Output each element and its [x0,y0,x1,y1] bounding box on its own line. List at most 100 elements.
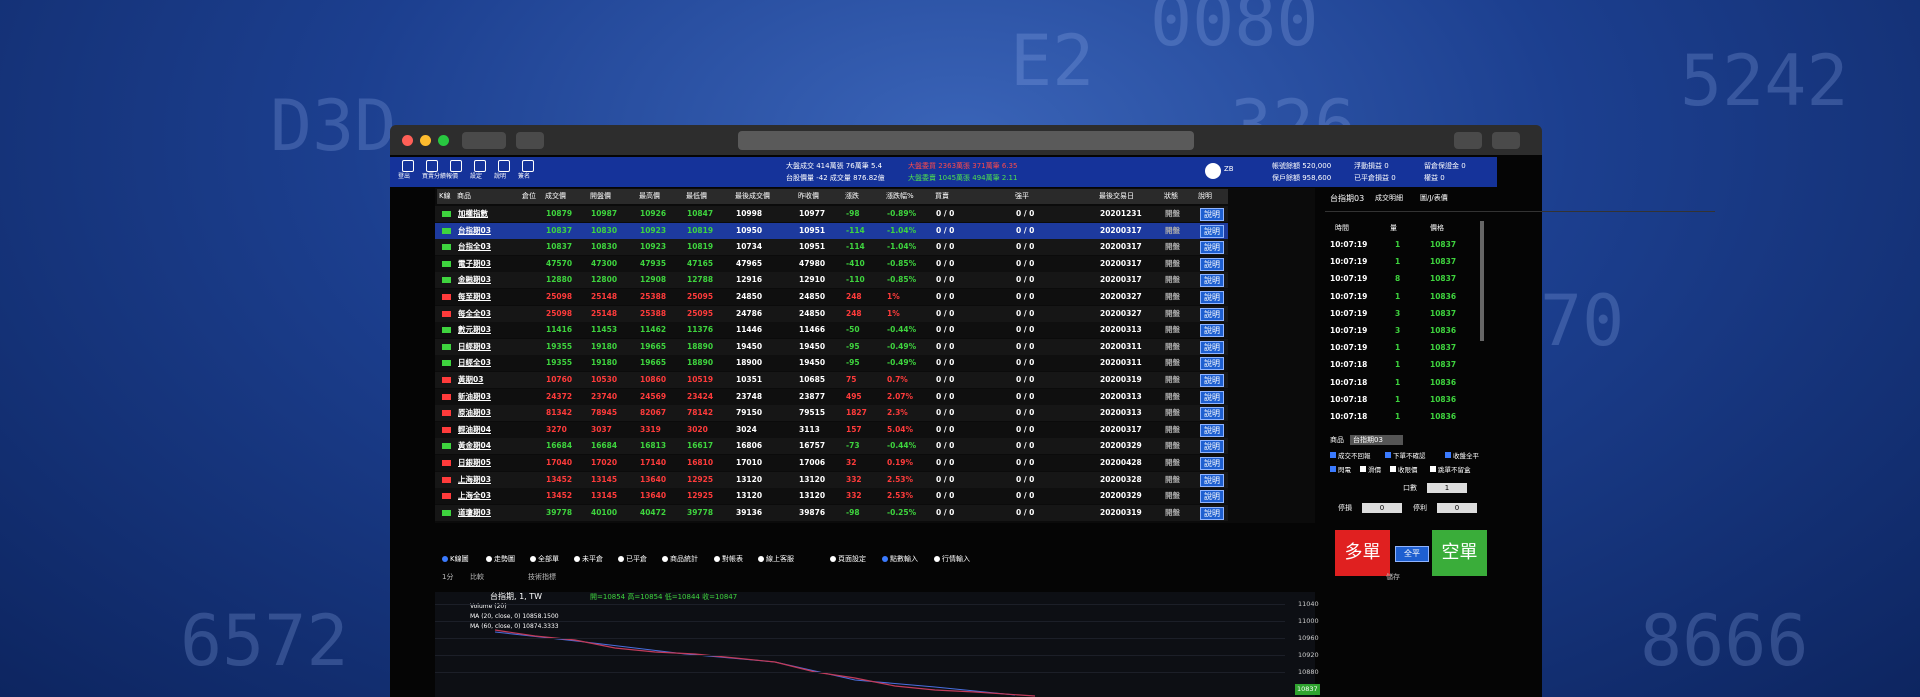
table-row[interactable] [435,355,1228,372]
info-button[interactable]: 說明 [1200,208,1224,221]
info-button[interactable]: 說明 [1200,224,1224,238]
checkbox[interactable] [1430,466,1436,472]
tab-radio[interactable] [530,556,536,562]
tab[interactable]: 點數輸入 [890,555,918,563]
tab[interactable]: 線上客服 [766,555,794,563]
zoom-button[interactable] [438,135,449,146]
tab[interactable]: 全部單 [538,555,559,563]
share-button[interactable] [1454,132,1482,149]
tab-radio[interactable] [442,556,448,562]
table-row[interactable] [435,222,1228,239]
checkbox[interactable] [1385,452,1391,458]
tab-radio[interactable] [830,556,836,562]
nav-buttons[interactable] [462,132,506,149]
info-button[interactable]: 說明 [1200,324,1224,338]
checkbox[interactable] [1360,466,1366,472]
table-row[interactable] [435,272,1228,289]
table-row[interactable] [435,255,1228,272]
info-button[interactable]: 說明 [1200,257,1224,271]
table-row[interactable] [435,421,1228,438]
tab-radio[interactable] [574,556,580,562]
address-bar[interactable] [738,131,1194,150]
table-row[interactable] [435,206,1228,222]
info-button[interactable]: 說明 [1200,291,1224,304]
table-row[interactable] [435,455,1228,471]
chart-tool[interactable]: 比較 [470,573,484,581]
table-row[interactable] [435,305,1228,322]
info-button[interactable]: 說明 [1200,274,1224,288]
table-row[interactable] [435,289,1228,305]
tab[interactable]: K線圖 [450,555,469,563]
toolbar-button[interactable]: 簽名 [518,173,531,180]
tab[interactable]: 未平倉 [582,555,603,563]
info-button[interactable]: 說明 [1200,423,1224,437]
toolbar-button[interactable]: 買賣分績 [422,173,447,180]
toolbar-icon[interactable] [498,160,510,172]
minimize-button[interactable] [420,135,431,146]
info-button[interactable]: 說明 [1200,307,1224,321]
tab[interactable]: 走勢圖 [494,555,515,563]
ticks-tab[interactable]: 成交明細 [1375,194,1403,202]
table-row[interactable] [435,504,1228,521]
checkbox[interactable] [1330,466,1336,472]
toolbar-button[interactable]: 設定 [470,173,483,180]
info-button[interactable]: 說明 [1200,473,1224,487]
info-button[interactable]: 說明 [1200,407,1224,421]
info-button[interactable]: 說明 [1200,506,1224,520]
tab[interactable]: 對帳表 [722,555,743,563]
toolbar-icon[interactable] [474,160,486,172]
tab[interactable]: 行情輸入 [942,555,970,563]
table-row[interactable] [435,322,1228,339]
table-row[interactable] [435,338,1228,355]
tab-radio[interactable] [662,556,668,562]
sidebar-button[interactable] [516,132,544,149]
toolbar-icon[interactable] [402,160,414,172]
checkbox[interactable] [1390,466,1396,472]
table-row[interactable] [435,405,1228,422]
tab-radio[interactable] [714,556,720,562]
toolbar-icon[interactable] [426,160,438,172]
user-avatar[interactable] [1205,163,1221,179]
info-button[interactable]: 說明 [1200,374,1224,387]
info-button[interactable]: 說明 [1200,390,1224,404]
table-row[interactable] [435,471,1228,488]
ticks-tab[interactable]: 圖/J/表價 [1420,194,1448,202]
table-row[interactable] [435,438,1228,455]
tabs-button[interactable] [1492,132,1520,149]
field-input[interactable]: 0 [1362,503,1402,513]
field-input[interactable]: 0 [1437,503,1477,513]
buy-button[interactable]: 多單 [1335,530,1390,576]
table-row[interactable] [435,372,1228,388]
toolbar-icon[interactable] [450,160,462,172]
flat-button[interactable]: 全平 [1395,546,1429,562]
tab[interactable]: 頁面設定 [838,555,866,563]
chart-tool[interactable]: 儲存 [1386,573,1400,581]
close-button[interactable] [402,135,413,146]
table-row[interactable] [435,239,1228,256]
table-row[interactable] [435,388,1228,405]
toolbar-button[interactable]: 報價 [446,173,459,180]
tab-radio[interactable] [618,556,624,562]
info-button[interactable]: 說明 [1200,440,1224,454]
checkbox[interactable] [1330,452,1336,458]
info-button[interactable]: 說明 [1200,490,1224,504]
chart-tool[interactable]: 1分 [442,573,454,581]
toolbar-button[interactable]: 說明 [494,173,507,180]
table-row[interactable] [435,488,1228,505]
checkbox[interactable] [1445,452,1451,458]
tab-radio[interactable] [486,556,492,562]
field-input[interactable]: 1 [1427,483,1467,493]
toolbar-icon[interactable] [522,160,534,172]
tab-radio[interactable] [934,556,940,562]
info-button[interactable]: 說明 [1200,340,1224,354]
info-button[interactable]: 說明 [1200,357,1224,371]
chart-tool[interactable]: 技術指標 [528,573,556,581]
sell-button[interactable]: 空單 [1432,530,1487,576]
info-button[interactable]: 說明 [1200,457,1224,470]
product-select[interactable]: 台指期03 [1350,435,1403,445]
tab[interactable]: 商品統計 [670,555,698,563]
tab-radio[interactable] [758,556,764,562]
tab[interactable]: 已平倉 [626,555,647,563]
info-button[interactable]: 說明 [1200,241,1224,255]
tab-radio[interactable] [882,556,888,562]
